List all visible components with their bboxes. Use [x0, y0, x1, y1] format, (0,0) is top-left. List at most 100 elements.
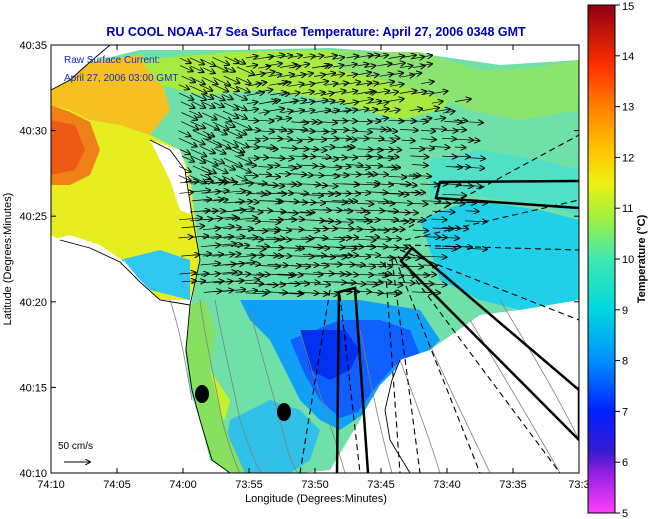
- current-vector: [313, 265, 329, 266]
- y-axis-label: Latitude (Degrees:Minutes): [2, 193, 14, 326]
- current-vector: [423, 284, 447, 285]
- current-vector: [256, 274, 269, 275]
- current-vector: [236, 66, 254, 75]
- current-vector: [244, 183, 267, 184]
- current-vector: [278, 201, 298, 202]
- current-vector: [278, 174, 290, 175]
- current-vector: [388, 292, 402, 293]
- current-legend-label: Raw Surface Current:: [64, 55, 160, 66]
- current-vector: [467, 158, 485, 159]
- current-vector: [258, 221, 280, 222]
- current-vector: [409, 109, 423, 111]
- current-vector: [247, 84, 261, 86]
- current-vector: [346, 56, 359, 58]
- current-vector: [288, 84, 304, 87]
- current-vector: [202, 67, 215, 74]
- current-vector: [379, 129, 391, 130]
- current-vector: [310, 175, 323, 176]
- current-vector: [213, 166, 228, 173]
- current-vector: [387, 92, 399, 94]
- current-vector: [257, 147, 275, 148]
- current-vector: [332, 110, 350, 113]
- current-vector: [343, 274, 358, 275]
- current-legend-time: April 27, 2006 03:00 GMT: [64, 73, 179, 84]
- current-vector: [245, 109, 258, 111]
- current-vector: [214, 65, 228, 72]
- current-vector: [300, 195, 323, 196]
- current-vector: [178, 237, 192, 238]
- current-vector: [355, 167, 370, 168]
- current-vector: [233, 209, 254, 211]
- current-vector: [189, 155, 206, 163]
- current-vector: [278, 131, 292, 132]
- current-vector: [434, 248, 456, 249]
- current-vector: [442, 156, 456, 157]
- current-vector: [266, 149, 278, 150]
- sst-field: [51, 45, 579, 473]
- current-vector: [234, 274, 251, 275]
- current-vector: [346, 139, 356, 140]
- current-vector: [332, 175, 348, 176]
- x-tick-label: 74:05: [103, 479, 131, 491]
- current-vector: [222, 110, 239, 118]
- colorbar-tick-label: 5: [622, 508, 628, 519]
- current-vector: [356, 284, 378, 285]
- current-vector: [432, 211, 455, 212]
- current-vector: [212, 121, 229, 129]
- current-vector: [313, 92, 325, 94]
- current-vector: [181, 155, 194, 162]
- current-vector: [343, 255, 358, 256]
- current-vector: [412, 66, 425, 68]
- current-vector: [203, 211, 217, 212]
- current-vector: [223, 83, 239, 91]
- current-vector: [377, 184, 393, 185]
- current-vector: [466, 202, 488, 203]
- current-vector: [224, 66, 235, 72]
- current-vector: [245, 264, 260, 265]
- current-vector: [376, 118, 388, 120]
- current-vector: [400, 266, 423, 267]
- y-tick-label: 40:15: [19, 382, 47, 394]
- current-vector: [244, 175, 258, 176]
- current-vector: [354, 99, 373, 102]
- current-vector: [224, 129, 241, 138]
- current-vector: [277, 55, 292, 58]
- current-vector: [322, 193, 340, 194]
- current-vector: [299, 148, 318, 149]
- current-vector: [311, 149, 327, 150]
- current-vector: [299, 274, 323, 275]
- colorbar-tick-label: 11: [622, 203, 633, 215]
- current-vector: [332, 101, 344, 103]
- current-vector: [223, 75, 240, 83]
- current-vector: [399, 66, 413, 68]
- current-vector: [420, 176, 431, 177]
- current-vector: [311, 293, 328, 294]
- current-vector: [223, 157, 242, 166]
- current-vector: [378, 167, 397, 168]
- current-vector: [268, 74, 281, 76]
- current-vector: [343, 110, 358, 112]
- colorbar-tick-label: 10: [622, 254, 634, 266]
- current-vector: [432, 237, 447, 238]
- current-vector: [376, 149, 393, 150]
- current-vector: [367, 255, 380, 256]
- current-vector: [288, 248, 304, 249]
- current-vector: [280, 167, 295, 168]
- current-vector: [233, 58, 245, 64]
- current-vector: [266, 100, 280, 102]
- current-vector: [355, 221, 372, 222]
- current-vector: [233, 93, 246, 99]
- current-vector: [389, 84, 404, 86]
- current-vector: [235, 174, 247, 180]
- current-vector: [178, 175, 191, 181]
- current-vector: [311, 237, 328, 238]
- current-vector: [355, 131, 372, 132]
- current-vector: [245, 211, 262, 212]
- current-vector: [399, 129, 418, 130]
- current-vector: [410, 156, 428, 157]
- current-vector: [409, 148, 424, 149]
- current-vector: [269, 219, 283, 220]
- current-vector: [300, 238, 314, 239]
- colorbar-tick-label: 9: [622, 305, 628, 317]
- current-vector: [334, 255, 352, 256]
